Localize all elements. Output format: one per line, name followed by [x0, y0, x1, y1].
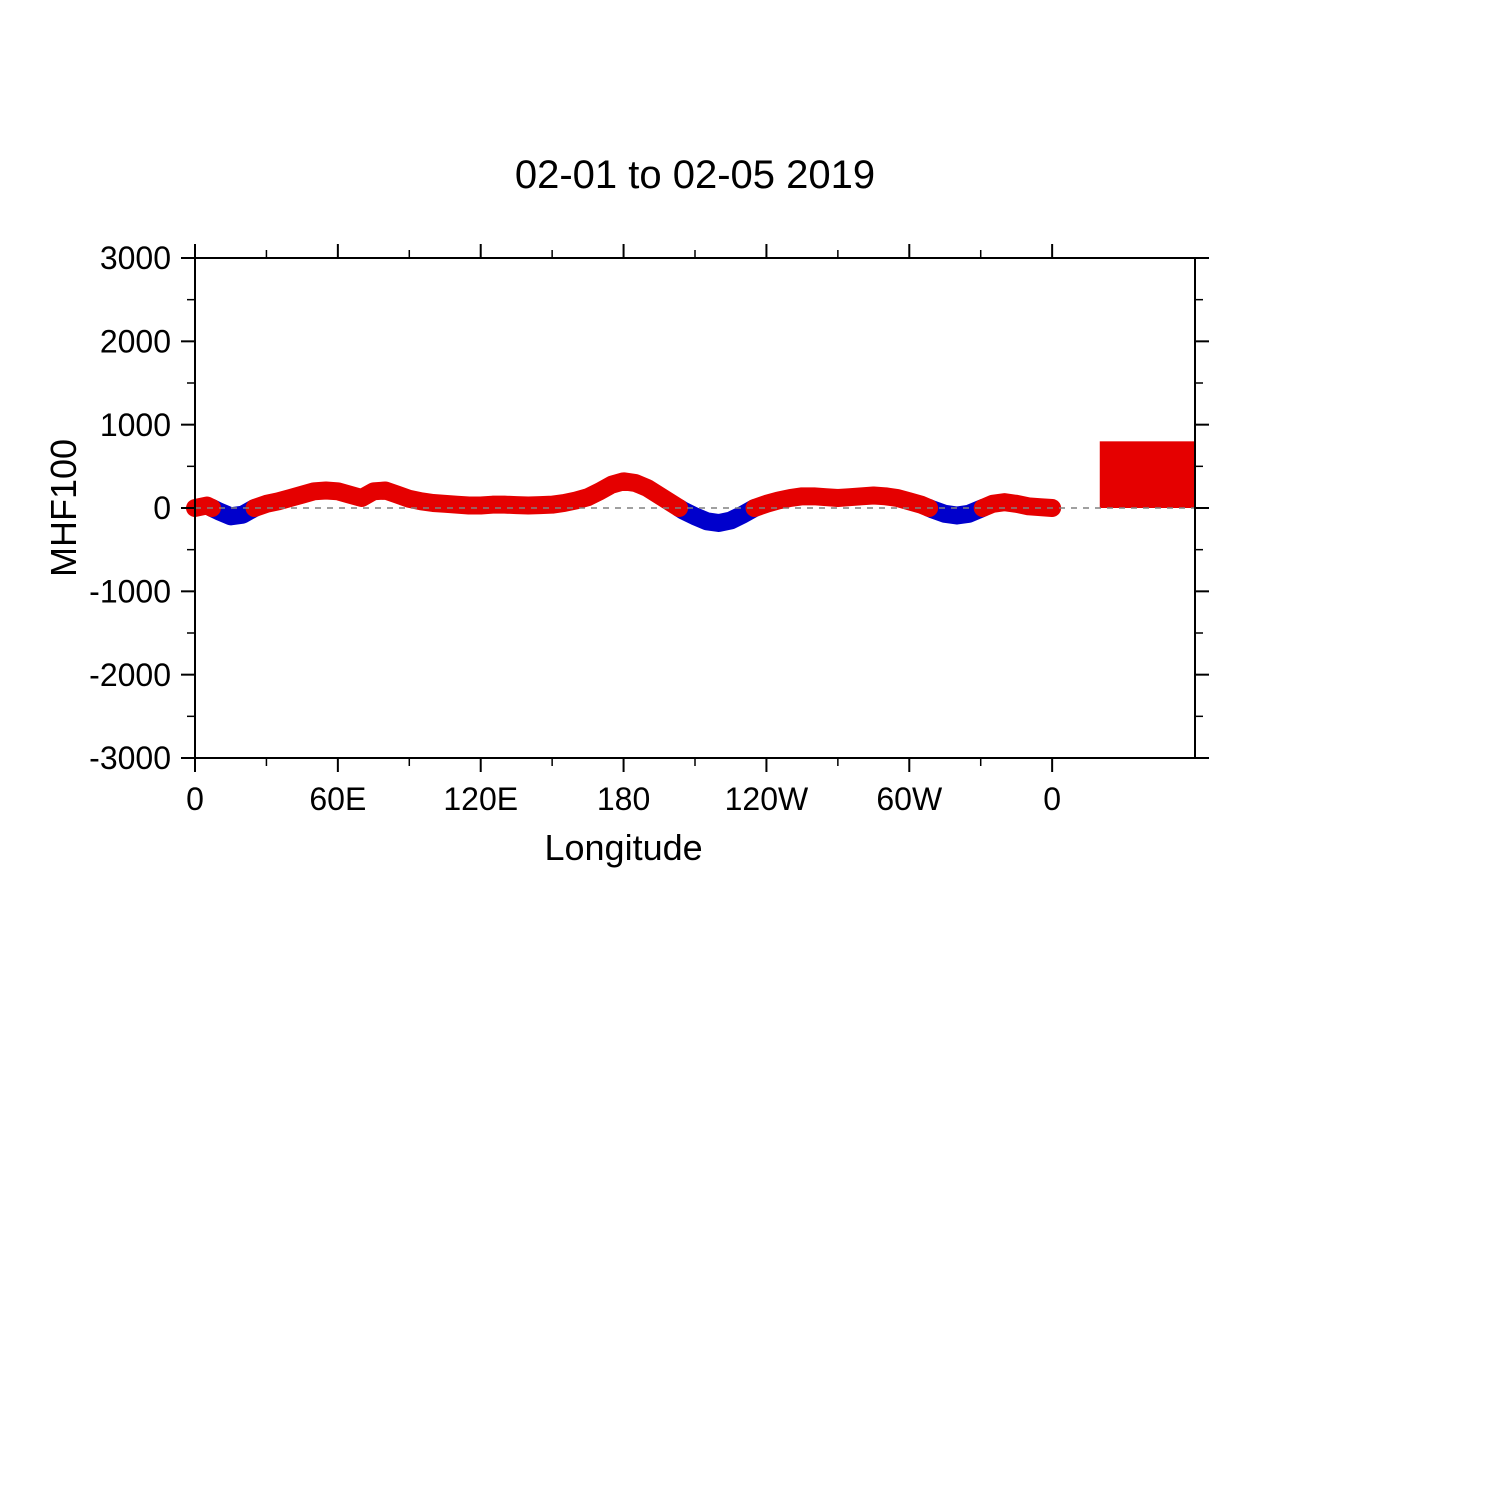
- ytick-label: 0: [153, 490, 171, 526]
- chart-title: 02-01 to 02-05 2019: [515, 153, 875, 197]
- mhf100-line-chart: 02-01 to 02-05 2019 -3000 -2000 -1000 0 1000 2…: [0, 0, 1500, 1500]
- ytick-label: 2000: [100, 324, 171, 360]
- chart-container: 02-01 to 02-05 2019 -3000 -2000 -1000 0 1000 2…: [0, 0, 1500, 1500]
- series-positive: [755, 496, 930, 509]
- ytick-label: 3000: [100, 240, 171, 276]
- x-axis-label: Longitude: [544, 827, 702, 868]
- xtick-label: 60W: [876, 781, 943, 817]
- xtick-label: 120W: [725, 781, 809, 817]
- xtick-label: 60E: [309, 781, 366, 817]
- series-positive: [983, 502, 1052, 508]
- xtick-label: 0: [186, 781, 204, 817]
- y-axis-label: MHF100: [43, 439, 84, 577]
- chart-background: [0, 0, 1500, 1500]
- xtick-label: 120E: [443, 781, 518, 817]
- ytick-label: -1000: [89, 574, 171, 610]
- ytick-label: 1000: [100, 407, 171, 443]
- ytick-label: -3000: [89, 740, 171, 776]
- xtick-label: 0: [1043, 781, 1061, 817]
- xtick-label: 180: [597, 781, 650, 817]
- ytick-label: -2000: [89, 657, 171, 693]
- summary-bar: [1100, 441, 1195, 508]
